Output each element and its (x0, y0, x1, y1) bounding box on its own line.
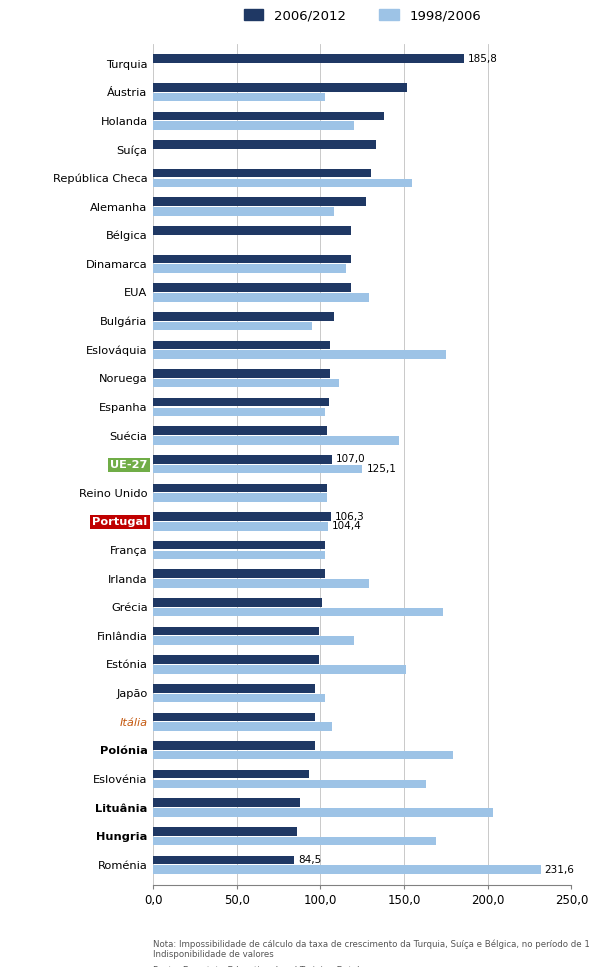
Bar (153, 722, 332, 731)
Bar (153, 598, 322, 606)
Bar (153, 513, 331, 521)
Bar (153, 179, 412, 188)
Bar (153, 608, 442, 616)
Bar (153, 226, 350, 235)
Bar (153, 579, 369, 588)
Bar (153, 197, 366, 206)
Bar (153, 570, 326, 578)
Bar (153, 779, 426, 788)
Bar (153, 436, 399, 445)
Bar (153, 426, 327, 435)
Bar (153, 455, 332, 463)
Text: 106,3: 106,3 (335, 512, 365, 521)
Bar (153, 665, 406, 674)
Bar (153, 636, 354, 645)
Bar (153, 856, 294, 864)
Bar (153, 254, 350, 263)
Bar (153, 407, 326, 416)
Bar (153, 350, 446, 359)
Bar (153, 713, 315, 721)
Bar (153, 751, 452, 759)
Bar (153, 684, 315, 692)
Bar (153, 207, 334, 216)
Bar (153, 283, 350, 292)
Bar (153, 83, 408, 92)
Text: 107,0: 107,0 (336, 454, 366, 464)
Bar (153, 656, 319, 664)
Bar (153, 827, 297, 835)
Bar (153, 799, 300, 807)
Bar (153, 121, 354, 130)
Bar (153, 264, 346, 273)
Bar (153, 484, 327, 492)
Bar (153, 169, 370, 177)
Text: Nota: Impossibilidade de cálculo da taxa de crescimento da Turquia, Suíça e Bélg: Nota: Impossibilidade de cálculo da taxa… (153, 939, 589, 959)
Bar (153, 93, 326, 102)
Bar (153, 322, 312, 331)
Bar (153, 541, 326, 549)
Bar (153, 340, 330, 349)
Text: 84,5: 84,5 (299, 855, 322, 864)
Text: Fonte: Eurostat - Educational and Training Database: Fonte: Eurostat - Educational and Traini… (153, 966, 378, 967)
Text: 231,6: 231,6 (545, 864, 575, 874)
Bar (153, 111, 384, 120)
Bar (153, 140, 376, 149)
Bar (153, 493, 327, 502)
Bar (153, 627, 319, 635)
Text: 125,1: 125,1 (366, 464, 396, 474)
Legend: 2006/2012, 1998/2006: 2006/2012, 1998/2006 (238, 4, 487, 27)
Bar (153, 312, 334, 320)
Bar (153, 54, 464, 63)
Bar (153, 770, 309, 778)
Bar (153, 465, 362, 473)
Bar (153, 397, 329, 406)
Bar (153, 369, 330, 378)
Text: 185,8: 185,8 (468, 54, 498, 64)
Bar (153, 808, 493, 817)
Bar (153, 379, 339, 388)
Bar (153, 522, 327, 531)
Bar (153, 550, 326, 559)
Bar (153, 693, 326, 702)
Bar (153, 741, 315, 749)
Bar (153, 293, 369, 302)
Bar (153, 865, 541, 874)
Text: 104,4: 104,4 (332, 521, 362, 531)
Bar (153, 836, 436, 845)
